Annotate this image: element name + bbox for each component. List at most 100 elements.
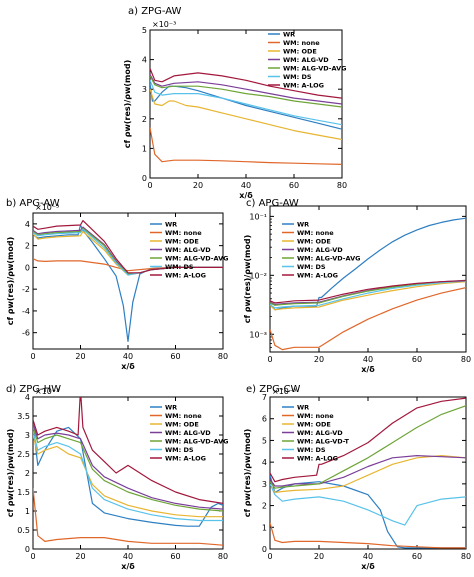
x-tick-label: 40 (363, 355, 373, 364)
y-tick-label: 3 (142, 85, 147, 94)
series-line-wm-ode (150, 89, 342, 141)
x-tick-label: 40 (123, 552, 133, 561)
legend-label: WM: DS (297, 446, 326, 454)
series-line-wm-alg-vd (33, 423, 223, 510)
y-tick-label: 10⁻¹ (249, 212, 267, 221)
series-group (270, 217, 466, 351)
x-tick-label: 20 (314, 355, 324, 364)
series-line-wm-none (270, 522, 466, 549)
legend-label: WM: ALG-VD (297, 246, 343, 254)
panel-title: c) APG-AW (246, 198, 299, 209)
y-tick-label: 2 (25, 242, 30, 251)
y-tick-label: 1 (142, 144, 147, 153)
legend-label: WM: DS (165, 263, 194, 271)
legend-label: WR (297, 221, 309, 229)
y-tick-label: 10⁻² (249, 271, 267, 280)
y-axis-label: cf ρw(res)/ρw(mod) (6, 429, 15, 517)
legend-label: WM: ALG-VD-T (297, 438, 350, 446)
y-tick-label: -2 (22, 285, 30, 294)
panel-title: b) APG-AW (6, 198, 60, 209)
x-tick-label: 40 (363, 552, 373, 561)
x-tick-label: 0 (267, 355, 272, 364)
legend-label: WM: DS (297, 263, 326, 271)
axis-multiplier: ×10⁻³ (272, 387, 296, 396)
axis-multiplier: ×10⁻³ (35, 387, 59, 396)
series-line-wm-a-log (270, 397, 466, 483)
chart-panel-1: a) ZPG-AW ×10⁻³ 0 1 2 3 4 5 0 20 40 60 80 x/δ cf ρw(re… (123, 6, 347, 200)
legend-label: WM: ODE (297, 421, 331, 429)
y-tick-label: 1 (25, 507, 30, 516)
legend-label: WM: none (165, 229, 202, 237)
panel-title: a) ZPG-AW (128, 6, 182, 17)
series-line-wr (150, 83, 342, 130)
series-line-wm-a-log (33, 397, 223, 504)
series-line-wm-alg-vd-avg (150, 75, 342, 108)
legend-label: WM: A-LOG (297, 455, 338, 463)
series-line-wm-ode (33, 434, 223, 518)
legend-label: WM: none (165, 412, 202, 420)
legend-label: WR (165, 221, 177, 229)
chart-panel-3: c) APG-AW 10⁻³ 10⁻² 10⁻¹ 0 20 40 60 80 x/δ cf ρw(r… (243, 198, 471, 374)
y-tick-label: -6 (22, 329, 30, 338)
y-axis-label: cf ρw(res)/ρw(mod) (243, 235, 252, 323)
x-tick-label: 40 (123, 352, 133, 361)
x-tick-label: 0 (30, 352, 35, 361)
panel-title: d) ZPG-HW (6, 384, 61, 395)
x-tick-label: 80 (218, 352, 228, 361)
series-group (33, 220, 223, 342)
x-axis-label: x/δ (121, 362, 135, 371)
legend-label: WM: ALG-VD (283, 56, 329, 64)
series-line-wm-none (33, 488, 223, 546)
series-line-wm-none (150, 127, 342, 165)
series-line-wm-a-log (270, 280, 466, 304)
legend-label: WM: ODE (297, 238, 331, 246)
y-tick-label: 0 (142, 174, 147, 183)
x-tick-label: 60 (412, 355, 422, 364)
x-tick-label: 80 (218, 552, 228, 561)
series-line-wm-a-log (150, 68, 342, 99)
legend-label: WM: DS (165, 446, 194, 454)
axis-multiplier: ×10⁻³ (35, 203, 59, 212)
legend-label: WM: ODE (165, 238, 199, 246)
series-group (270, 397, 466, 549)
y-tick-label: 0.5 (17, 526, 30, 535)
chart-panel-4: d) ZPG-HW×10⁻³00.511.522.533.540 20 40 60 80… (6, 384, 228, 571)
x-tick-label: 0 (30, 552, 35, 561)
x-axis-label: x/δ (239, 191, 253, 200)
legend-label: WR (283, 31, 295, 39)
x-tick-label: 60 (170, 352, 180, 361)
x-tick-label: 20 (75, 352, 85, 361)
x-tick-label: 0 (147, 181, 152, 190)
series-line-wm-ode (270, 455, 466, 494)
series-line-wm-ds (33, 431, 223, 522)
x-tick-label: 40 (241, 181, 251, 190)
y-tick-label: 1.5 (17, 488, 30, 497)
x-tick-label: 20 (314, 552, 324, 561)
series-line-wm-alg-vd-t (270, 405, 466, 489)
legend-label: WM: DS (283, 73, 312, 81)
y-tick-label: 0 (25, 545, 30, 554)
y-tick-label: 1 (262, 523, 267, 532)
series-group (33, 397, 223, 546)
legend-label: WM: A-LOG (297, 272, 338, 280)
y-tick-label: 5 (142, 26, 147, 35)
y-tick-label: 0 (25, 263, 30, 272)
y-tick-label: 4 (142, 56, 147, 65)
legend-label: WM: ODE (283, 48, 317, 56)
y-axis-label: cf ρw(res)/ρw(mod) (243, 429, 252, 517)
x-tick-label: 80 (461, 552, 471, 561)
legend-label: WM: ALG-VD-AVG (165, 255, 228, 263)
legend-label: WM: A-LOG (283, 82, 324, 90)
y-tick-label: 2.5 (17, 450, 30, 459)
series-line-wm-ode (270, 281, 466, 311)
legend-label: WM: ALG-VD-AVG (283, 65, 346, 73)
y-tick-label: 0 (262, 545, 267, 554)
x-tick-label: 60 (170, 552, 180, 561)
series-line-wm-none (270, 287, 466, 351)
legend-label: WM: ALG-VD (297, 429, 343, 437)
